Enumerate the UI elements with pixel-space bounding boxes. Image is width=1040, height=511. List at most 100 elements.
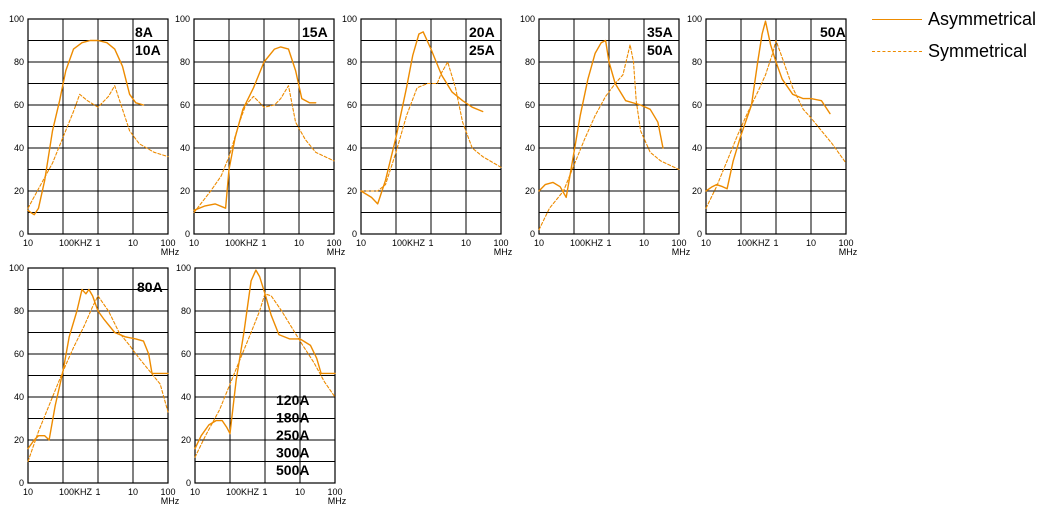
rating-label: 300A [276, 445, 309, 461]
x-unit-label: MHz [327, 247, 346, 257]
y-tick-label: 40 [181, 392, 191, 402]
x-tick-label: 100 [838, 238, 853, 248]
y-tick-label: 80 [181, 306, 191, 316]
series-line-asymmetrical [538, 39, 664, 199]
series-line-symmetrical [193, 85, 335, 214]
y-tick-label: 20 [692, 186, 702, 196]
y-tick-label: 80 [347, 57, 357, 67]
y-tick-label: 80 [180, 57, 190, 67]
legend-label-symmetrical: Symmetrical [928, 41, 1028, 61]
x-tick-label: 100 [326, 238, 341, 248]
x-tick-label: 100 [671, 238, 686, 248]
rating-label: 8A [135, 24, 153, 40]
series-line-symmetrical [27, 295, 169, 463]
y-tick-label: 60 [692, 100, 702, 110]
y-tick-label: 20 [14, 186, 24, 196]
y-tick-label: 40 [525, 143, 535, 153]
x-unit-label: MHz [672, 247, 691, 257]
x-tick-label: 100 [493, 238, 508, 248]
plot-frame [538, 18, 680, 235]
x-tick-label: 10 [295, 487, 305, 497]
rating-label: 35A [647, 24, 673, 40]
x-tick-label: 1 [428, 238, 433, 248]
x-tick-label: 10 [356, 238, 366, 248]
y-tick-label: 60 [14, 349, 24, 359]
plot-frame [705, 18, 847, 235]
solid-line-swatch-icon [872, 19, 922, 20]
series-line-asymmetrical [705, 20, 831, 192]
legend-item-asymmetrical: Asymmetrical [870, 8, 1040, 32]
y-tick-label: 20 [181, 435, 191, 445]
x-tick-label: 10 [190, 487, 200, 497]
x-tick-label: 100KHZ [59, 238, 93, 248]
dashed-line-swatch-icon [872, 51, 922, 52]
rating-label: 15A [302, 24, 328, 40]
x-tick-label: 10 [23, 238, 33, 248]
y-tick-label: 40 [14, 143, 24, 153]
y-tick-label: 80 [692, 57, 702, 67]
rating-label: 50A [820, 24, 846, 40]
series-line-symmetrical [705, 39, 847, 209]
x-tick-label: 1 [606, 238, 611, 248]
series-line-asymmetrical [27, 39, 145, 216]
x-tick-label: 1 [261, 238, 266, 248]
plot-frame [27, 267, 169, 484]
y-tick-label: 60 [180, 100, 190, 110]
y-tick-label: 80 [14, 57, 24, 67]
x-tick-label: 10 [639, 238, 649, 248]
series-line-symmetrical [360, 61, 502, 192]
y-tick-label: 100 [520, 14, 535, 24]
series-line-symmetrical [27, 85, 169, 209]
series-line-asymmetrical [193, 46, 317, 211]
legend: Asymmetrical Symmetrical [870, 8, 1040, 68]
y-tick-label: 0 [530, 229, 535, 239]
series-line-symmetrical [538, 44, 680, 231]
plot-frame [194, 267, 336, 484]
x-tick-label: 100KHZ [392, 238, 426, 248]
y-tick-label: 20 [525, 186, 535, 196]
series-line-asymmetrical [194, 269, 336, 450]
rating-label: 25A [469, 42, 495, 58]
y-tick-label: 20 [14, 435, 24, 445]
x-tick-label: 10 [189, 238, 199, 248]
y-tick-label: 100 [176, 263, 191, 273]
x-tick-label: 100KHZ [226, 487, 260, 497]
y-tick-label: 0 [697, 229, 702, 239]
y-tick-label: 0 [19, 229, 24, 239]
x-tick-label: 10 [294, 238, 304, 248]
y-tick-label: 60 [525, 100, 535, 110]
y-tick-label: 60 [347, 100, 357, 110]
plot-frame [360, 18, 502, 235]
x-tick-label: 100 [327, 487, 342, 497]
x-unit-label: MHz [161, 496, 180, 506]
x-tick-label: 10 [701, 238, 711, 248]
x-tick-label: 100 [160, 238, 175, 248]
plot-frame [193, 18, 335, 235]
y-tick-label: 100 [9, 263, 24, 273]
legend-item-symmetrical: Symmetrical [870, 40, 1040, 64]
y-tick-label: 40 [14, 392, 24, 402]
y-tick-label: 100 [687, 14, 702, 24]
series-line-asymmetrical [360, 31, 484, 205]
y-tick-label: 20 [347, 186, 357, 196]
y-tick-label: 60 [14, 100, 24, 110]
rating-label: 250A [276, 427, 309, 443]
rating-label: 80A [137, 279, 163, 295]
rating-label: 50A [647, 42, 673, 58]
rating-label: 10A [135, 42, 161, 58]
x-tick-label: 10 [128, 487, 138, 497]
y-tick-label: 100 [175, 14, 190, 24]
y-tick-label: 40 [347, 143, 357, 153]
x-unit-label: MHz [839, 247, 858, 257]
x-tick-label: 10 [806, 238, 816, 248]
x-tick-label: 1 [95, 238, 100, 248]
y-tick-label: 0 [186, 478, 191, 488]
x-tick-label: 1 [773, 238, 778, 248]
